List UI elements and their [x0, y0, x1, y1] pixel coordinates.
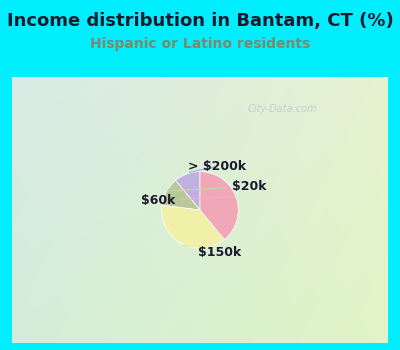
Wedge shape [162, 205, 224, 248]
Text: Income distribution in Bantam, CT (%): Income distribution in Bantam, CT (%) [7, 12, 393, 30]
Text: $20k: $20k [168, 180, 266, 193]
Wedge shape [200, 172, 238, 239]
Text: Hispanic or Latino residents: Hispanic or Latino residents [90, 37, 310, 51]
Wedge shape [176, 172, 200, 210]
Text: City-Data.com: City-Data.com [248, 104, 318, 114]
Text: $150k: $150k [184, 245, 241, 259]
Text: $60k: $60k [141, 194, 234, 207]
Text: > $200k: > $200k [188, 160, 246, 173]
Wedge shape [162, 181, 200, 210]
